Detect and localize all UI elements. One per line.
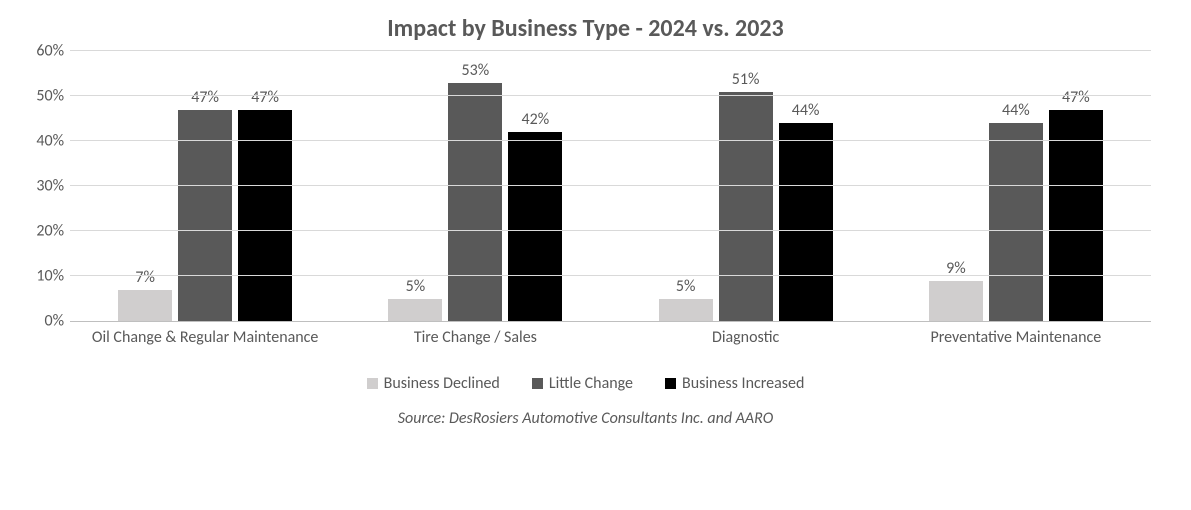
x-category-label: Tire Change / Sales	[340, 328, 610, 348]
legend-swatch	[665, 378, 676, 389]
bar-value-label: 47%	[1062, 88, 1090, 107]
legend-swatch	[367, 378, 378, 389]
bar-value-label: 47%	[251, 88, 279, 107]
bar-declined: 5%	[659, 299, 713, 322]
legend-label: Little Change	[549, 374, 633, 393]
x-axis-labels: Oil Change & Regular MaintenanceTire Cha…	[70, 328, 1151, 348]
y-tick-label: 0%	[20, 312, 64, 331]
y-tick-label: 10%	[20, 267, 64, 286]
gridline	[70, 50, 1151, 51]
legend: Business Declined Little Change Business I…	[20, 374, 1151, 393]
bar-little: 51%	[719, 92, 773, 322]
bar-group: 9%44%47%	[881, 51, 1151, 321]
legend-label: Business Increased	[682, 374, 804, 393]
bar-value-label: 44%	[1002, 101, 1030, 120]
bar-little: 47%	[178, 110, 232, 322]
gridline	[70, 230, 1151, 231]
x-category-label: Diagnostic	[611, 328, 881, 348]
bar-declined: 9%	[929, 281, 983, 322]
bars: 7%47%47%	[70, 51, 340, 321]
plot-area: 7%47%47%5%53%42%5%51%44%9%44%47% 0%10%20…	[70, 51, 1151, 322]
y-tick-label: 20%	[20, 222, 64, 241]
bars: 9%44%47%	[881, 51, 1151, 321]
legend-swatch	[532, 378, 543, 389]
bar-declined: 5%	[388, 299, 442, 322]
bar-declined: 7%	[118, 290, 172, 322]
bar-group: 5%51%44%	[611, 51, 881, 321]
y-tick-label: 40%	[20, 132, 64, 151]
legend-item-declined: Business Declined	[367, 374, 500, 393]
source-text: Source: DesRosiers Automotive Consultant…	[20, 409, 1151, 428]
bar-increased: 47%	[1049, 110, 1103, 322]
x-category-label: Preventative Maintenance	[881, 328, 1151, 348]
y-tick-label: 50%	[20, 87, 64, 106]
y-tick-label: 60%	[20, 42, 64, 61]
bar-groups: 7%47%47%5%53%42%5%51%44%9%44%47%	[70, 51, 1151, 321]
bar-group: 5%53%42%	[340, 51, 610, 321]
gridline	[70, 95, 1151, 96]
bar-value-label: 53%	[462, 61, 490, 80]
chart-container: Impact by Business Type - 2024 vs. 2023 …	[0, 0, 1191, 510]
bar-little: 44%	[989, 123, 1043, 321]
bar-increased: 42%	[508, 132, 562, 321]
bar-increased: 47%	[238, 110, 292, 322]
y-tick-label: 30%	[20, 177, 64, 196]
legend-item-increased: Business Increased	[665, 374, 804, 393]
bar-value-label: 51%	[732, 70, 760, 89]
bar-group: 7%47%47%	[70, 51, 340, 321]
chart-title: Impact by Business Type - 2024 vs. 2023	[20, 14, 1151, 43]
gridline	[70, 275, 1151, 276]
bar-value-label: 7%	[135, 268, 155, 287]
legend-item-little: Little Change	[532, 374, 633, 393]
bars: 5%51%44%	[611, 51, 881, 321]
x-category-label: Oil Change & Regular Maintenance	[70, 328, 340, 348]
bar-value-label: 47%	[191, 88, 219, 107]
bar-value-label: 5%	[406, 277, 426, 296]
bar-little: 53%	[448, 83, 502, 322]
legend-label: Business Declined	[384, 374, 500, 393]
bars: 5%53%42%	[340, 51, 610, 321]
bar-value-label: 42%	[522, 110, 550, 129]
gridline	[70, 140, 1151, 141]
bar-value-label: 5%	[676, 277, 696, 296]
gridline	[70, 185, 1151, 186]
bar-value-label: 44%	[792, 101, 820, 120]
bar-increased: 44%	[779, 123, 833, 321]
